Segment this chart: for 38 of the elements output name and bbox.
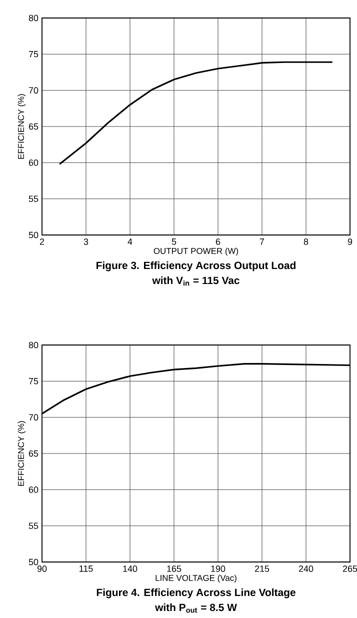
x-tick-label: 115 (80, 566, 93, 572)
y-tick-label: 60 (28, 486, 38, 493)
x-tick-label: 90 (37, 566, 47, 572)
y-tick-label: 75 (28, 51, 38, 58)
y-tick-label: 75 (28, 378, 38, 384)
x-tick-label: 240 (298, 566, 314, 572)
y-axis-title: EFFICIENCY (%) (18, 421, 26, 486)
y-tick-label: 65 (28, 123, 38, 130)
x-tick-label: 6 (216, 238, 220, 245)
x-tick-label: 9 (348, 238, 352, 245)
x-axis-title: LINE VOLTAGE (Vac) (156, 574, 236, 583)
y-tick-label: 70 (28, 87, 38, 94)
y-tick-label: 55 (28, 522, 38, 529)
x-tick-label: 4 (128, 238, 132, 245)
x-tick-label: 190 (211, 566, 226, 572)
x-tick-label: 2 (40, 238, 44, 245)
text: with V$_{in}$ = 115 Vac (152, 276, 240, 286)
x-tick-label: 8 (304, 238, 308, 245)
x-tick-label: 3 (84, 238, 88, 245)
x-tick-label: 5 (172, 238, 176, 245)
y-tick-label: 60 (28, 159, 38, 166)
y-axis-title: EFFICIENCY (%) (18, 94, 26, 159)
y-tick-label: 70 (28, 414, 38, 421)
text: Figure 4. Efficiency Across Line Voltage (96, 588, 296, 598)
x-tick-label: 265 (342, 566, 357, 572)
y-tick-label: 80 (28, 14, 38, 22)
x-tick-label: 215 (254, 566, 270, 572)
x-tick-label: 140 (123, 566, 138, 572)
y-tick-label: 50 (28, 558, 38, 566)
x-axis-title: OUTPUT POWER (W) (154, 248, 238, 256)
text: Figure 3. Efficiency Across Output Load (96, 261, 296, 272)
y-tick-label: 55 (28, 196, 38, 202)
y-tick-label: 50 (28, 232, 38, 238)
x-tick-label: 7 (260, 238, 264, 245)
y-tick-label: 80 (28, 342, 38, 348)
y-tick-label: 65 (28, 450, 38, 457)
x-tick-label: 165 (167, 566, 182, 572)
text: with P$_{out}$ = 8.5 W (155, 603, 237, 613)
